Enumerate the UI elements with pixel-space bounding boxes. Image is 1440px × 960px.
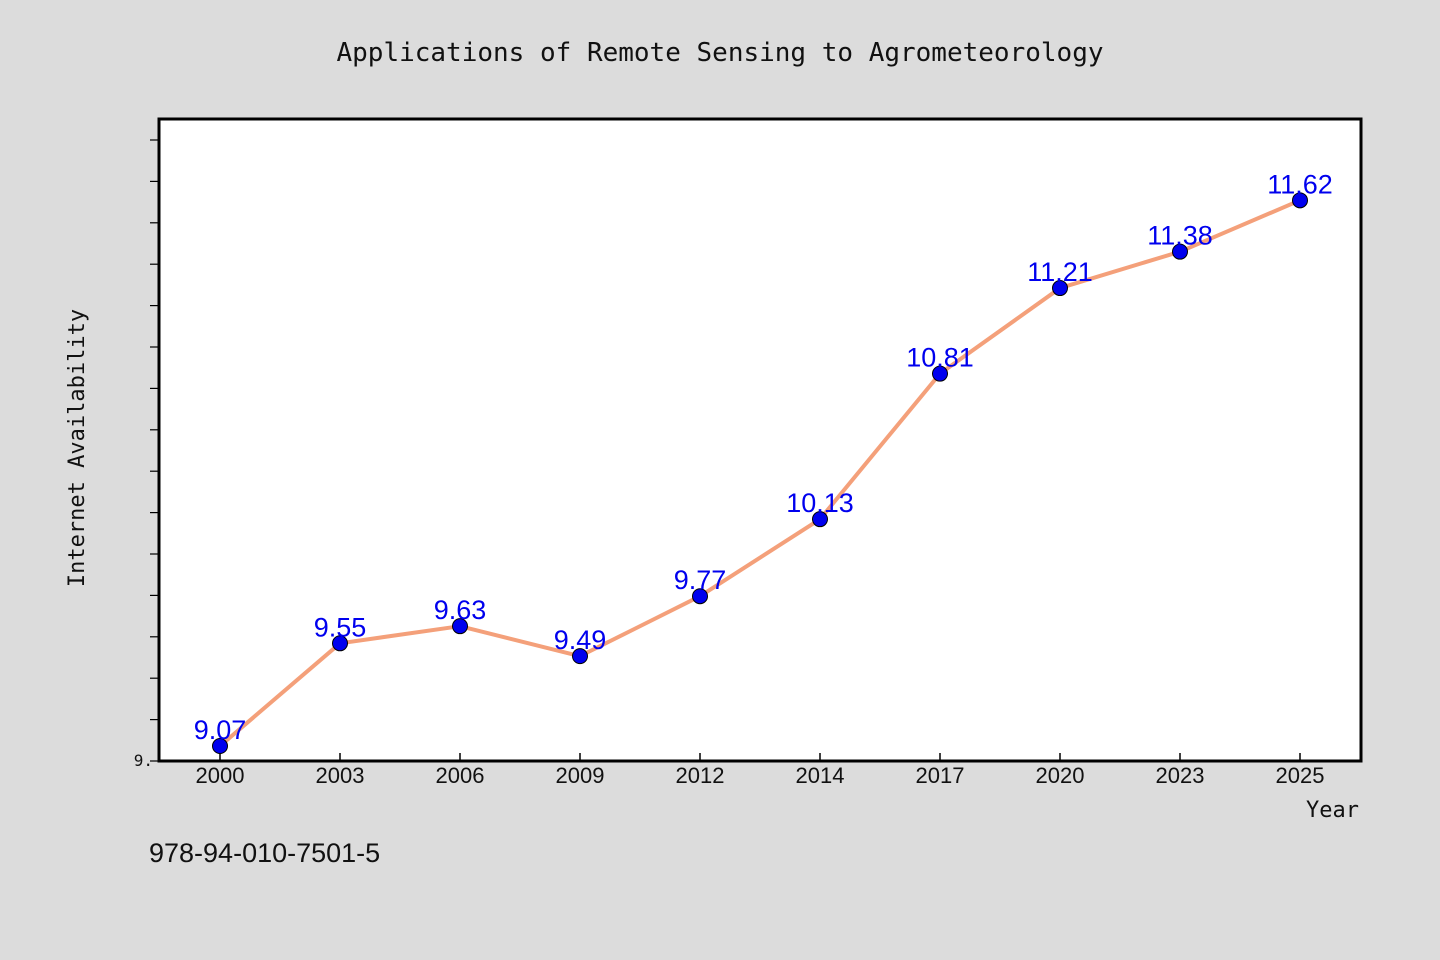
data-label: 10.81	[906, 343, 974, 373]
data-label: 11.21	[1027, 257, 1093, 287]
plot-area	[157, 117, 1363, 763]
x-tick-label: 2020	[1036, 763, 1085, 788]
x-tick-label: 2025	[1276, 763, 1325, 788]
data-point	[572, 648, 588, 665]
data-point	[1052, 280, 1068, 297]
data-point	[452, 618, 468, 635]
data-point	[1292, 192, 1308, 209]
y-tick-label: 9.	[134, 751, 153, 770]
data-label: 9.55	[314, 612, 367, 642]
x-tick-label: 2003	[316, 763, 365, 788]
x-axis-ticks	[219, 753, 1301, 761]
data-point	[692, 588, 708, 605]
data-label: 9.77	[674, 565, 727, 595]
data-point	[812, 511, 828, 528]
data-point	[1172, 243, 1188, 260]
series-markers	[212, 192, 1308, 755]
isbn-text: 978-94-010-7501-5	[149, 838, 380, 868]
x-axis-label: Year	[1306, 798, 1359, 823]
chart-title: Applications of Remote Sensing to Agrome…	[336, 38, 1103, 68]
x-tick-label: 2000	[196, 763, 245, 788]
data-point	[212, 738, 228, 755]
data-label: 11.62	[1267, 169, 1333, 199]
y-axis-label: Internet Availability	[65, 309, 90, 587]
x-tick-label: 2023	[1156, 763, 1205, 788]
data-labels: 9.07 9.55 9.63 9.49 9.77 10.13 10.81 11.21 11.38…	[194, 169, 1333, 745]
y-axis-ticks	[150, 139, 159, 762]
data-label: 10.13	[786, 488, 854, 518]
data-point	[932, 365, 948, 382]
data-label: 9.49	[554, 625, 607, 655]
x-tick-label: 2012	[676, 763, 725, 788]
data-label: 9.63	[434, 595, 487, 625]
x-tick-label: 2006	[436, 763, 485, 788]
data-point	[332, 635, 348, 652]
x-tick-label: 2014	[796, 763, 845, 788]
x-tick-label: 2009	[556, 763, 605, 788]
data-label: 11.38	[1147, 221, 1213, 251]
x-tick-label: 2017	[916, 763, 965, 788]
series-line	[218, 198, 1301, 748]
data-label: 9.07	[194, 715, 247, 745]
x-tick-labels: 2000 2003 2006 2009 2012 2014 2017 2020 2023 2025	[196, 763, 1325, 788]
